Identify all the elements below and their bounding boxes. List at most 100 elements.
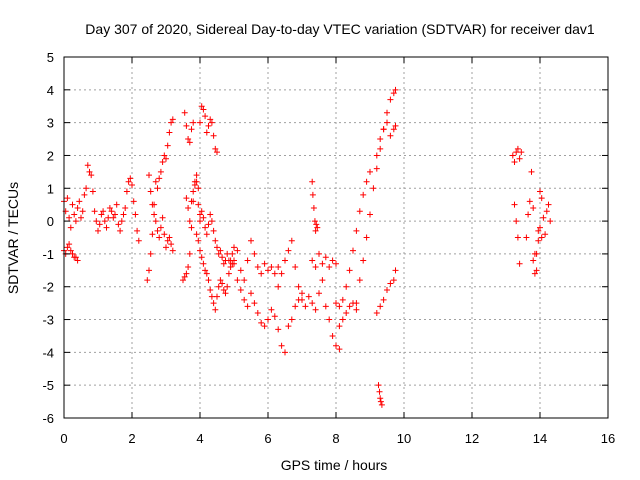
data-point	[231, 244, 237, 251]
y-tick-label: -4	[42, 345, 54, 360]
data-point	[339, 316, 346, 323]
data-point	[185, 136, 192, 143]
data-point	[195, 185, 202, 192]
data-point	[180, 277, 186, 284]
data-point	[215, 250, 222, 257]
data-point	[390, 126, 397, 133]
data-point	[157, 224, 164, 231]
data-point	[84, 162, 91, 169]
x-tick-label: 6	[264, 431, 271, 446]
data-point	[161, 231, 168, 238]
data-point	[390, 277, 397, 284]
data-point	[220, 287, 227, 294]
data-point	[200, 214, 207, 221]
data-point	[367, 168, 373, 175]
data-point	[288, 237, 295, 244]
data-point	[310, 204, 317, 211]
data-point	[333, 300, 339, 307]
x-tick-labels: 0 2 4 6 8 10 12 14 16	[60, 431, 615, 446]
data-point	[98, 211, 105, 218]
data-point	[356, 208, 363, 215]
data-point	[384, 119, 390, 126]
x-tick-label: 12	[465, 431, 479, 446]
data-point	[231, 260, 237, 267]
data-point	[71, 211, 78, 218]
data-point	[530, 257, 537, 264]
data-point	[186, 250, 193, 257]
data-point	[224, 250, 231, 257]
y-tick-label: 1	[47, 181, 54, 196]
data-point	[207, 211, 214, 218]
series-trough-6.5-8.0	[285, 277, 343, 353]
data-point	[377, 303, 384, 310]
data-point	[509, 152, 516, 159]
data-point	[200, 260, 207, 267]
data-point	[377, 395, 384, 402]
data-point	[154, 227, 161, 234]
data-point	[384, 109, 390, 116]
data-point	[185, 264, 192, 271]
data-point	[215, 283, 222, 290]
series-cluster-13.3	[509, 145, 525, 166]
series-mid-2.6-3.2	[146, 172, 176, 254]
data-point	[112, 211, 118, 218]
series-rise-2.5-3.2	[144, 116, 176, 284]
data-point	[316, 250, 322, 257]
series-right-9.2-9.8	[373, 267, 399, 316]
data-point	[234, 277, 241, 284]
data-point	[205, 221, 212, 228]
data-point	[200, 106, 207, 113]
data-points	[61, 86, 554, 408]
data-point	[181, 273, 188, 280]
data-point	[105, 214, 112, 221]
data-point	[157, 168, 164, 175]
data-point	[390, 90, 397, 97]
data-point	[350, 247, 356, 254]
data-point	[64, 195, 71, 202]
data-point	[212, 145, 219, 152]
y-tick-label: 2	[47, 148, 54, 163]
data-point	[103, 224, 110, 231]
data-point	[210, 227, 217, 234]
data-point	[217, 277, 224, 284]
data-point	[322, 254, 329, 261]
data-point	[299, 290, 305, 297]
data-point	[268, 306, 275, 313]
series-band-6.0-7.0	[275, 237, 305, 303]
data-point	[292, 264, 299, 271]
data-point	[144, 277, 151, 284]
data-point	[197, 218, 203, 225]
data-point	[523, 234, 530, 241]
data-point	[265, 316, 271, 323]
data-point	[193, 172, 200, 179]
data-point	[195, 237, 202, 244]
data-point	[258, 270, 265, 277]
data-point	[360, 191, 367, 198]
data-point	[183, 195, 190, 202]
y-axis-label: SDTVAR / TECUs	[5, 182, 21, 294]
data-point	[205, 277, 212, 284]
y-tick-label: -2	[42, 280, 54, 295]
data-point	[190, 119, 197, 126]
data-point	[198, 208, 205, 215]
series-low-13.8-14.1	[530, 224, 545, 277]
series-upper-3.5-3.8	[181, 109, 197, 146]
data-point	[380, 296, 387, 303]
data-point	[166, 129, 173, 136]
series-outlier-9.3	[375, 382, 385, 408]
data-point	[384, 287, 390, 294]
y-tick-label: -3	[42, 313, 54, 328]
data-point	[241, 277, 248, 284]
data-point	[156, 234, 163, 241]
data-point	[356, 277, 363, 284]
data-point	[322, 303, 329, 310]
data-point	[526, 198, 533, 205]
data-point	[115, 221, 122, 228]
x-tick-label: 2	[128, 431, 135, 446]
data-point	[234, 247, 241, 254]
data-point	[220, 260, 227, 267]
data-point	[190, 188, 197, 195]
data-point	[261, 260, 268, 267]
data-point	[219, 280, 226, 287]
